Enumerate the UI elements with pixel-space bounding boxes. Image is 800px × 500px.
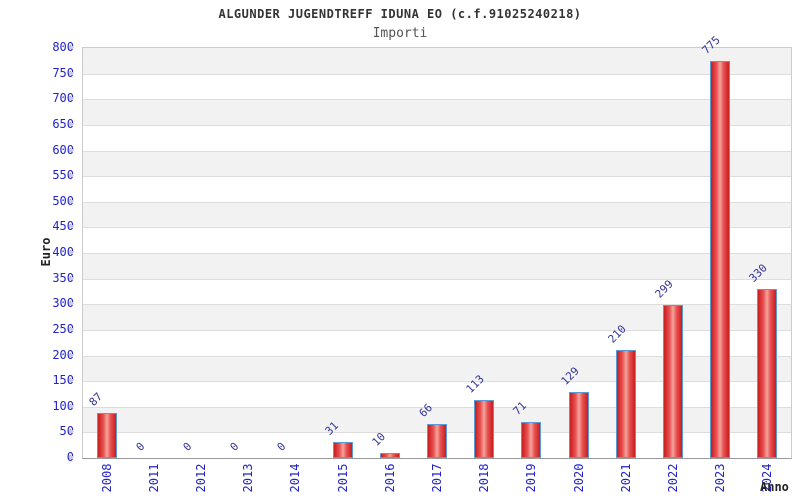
x-tick-label: 2023 bbox=[713, 463, 728, 493]
gridline bbox=[83, 304, 791, 306]
bar-2021 bbox=[615, 350, 636, 458]
plot-band bbox=[83, 176, 791, 202]
y-tick-mark bbox=[69, 122, 73, 126]
y-tick-label: 50 bbox=[59, 424, 74, 439]
y-tick-label: 250 bbox=[52, 321, 74, 336]
gridline bbox=[83, 355, 791, 357]
x-tick-label: 2017 bbox=[430, 463, 444, 493]
plot-band bbox=[83, 124, 791, 151]
gridline bbox=[83, 201, 791, 203]
y-tick-label: 100 bbox=[52, 398, 74, 413]
chart-subtitle: Importi bbox=[372, 26, 428, 41]
gridline bbox=[83, 176, 791, 178]
y-tick-label: 350 bbox=[52, 270, 74, 285]
plot-band bbox=[83, 329, 791, 356]
x-tick-label: 2013 bbox=[241, 463, 256, 493]
y-tick-mark bbox=[69, 379, 73, 383]
y-tick-label: 650 bbox=[52, 116, 74, 131]
plot-band bbox=[83, 355, 791, 382]
y-tick-label: 600 bbox=[52, 142, 74, 157]
plot-band bbox=[83, 201, 791, 228]
y-tick-mark bbox=[69, 251, 73, 254]
plot-band bbox=[83, 227, 791, 253]
x-tick-label: 2012 bbox=[194, 463, 208, 493]
plot-band bbox=[83, 304, 791, 330]
y-tick-mark bbox=[69, 302, 73, 306]
y-tick-label: 550 bbox=[52, 168, 74, 183]
y-tick-mark bbox=[69, 327, 73, 331]
gridline bbox=[83, 381, 791, 383]
y-axis-title: Euro bbox=[39, 237, 53, 267]
y-tick-label: 400 bbox=[52, 245, 74, 259]
gridline bbox=[83, 73, 791, 75]
gridline bbox=[83, 278, 791, 280]
bar-2023 bbox=[710, 60, 731, 458]
plot-band bbox=[83, 253, 791, 279]
x-tick-label: 2018 bbox=[477, 463, 492, 493]
bar-2019 bbox=[521, 421, 542, 458]
y-tick-label: 700 bbox=[52, 91, 74, 106]
y-tick-mark bbox=[69, 353, 73, 357]
x-tick-label: 2021 bbox=[618, 463, 633, 493]
y-tick-mark bbox=[69, 276, 73, 280]
bar-2008 bbox=[96, 413, 117, 458]
x-tick-label: 2022 bbox=[666, 463, 680, 493]
y-tick-label: 200 bbox=[52, 347, 74, 362]
x-tick-label: 2011 bbox=[146, 463, 161, 493]
plot-band bbox=[83, 73, 791, 100]
x-tick-label: 2016 bbox=[382, 463, 397, 493]
x-tick-label: 2014 bbox=[288, 463, 303, 493]
bar-2015 bbox=[332, 442, 353, 458]
x-axis-title: Anno bbox=[760, 480, 789, 494]
y-tick-mark bbox=[69, 97, 73, 101]
gridline bbox=[83, 227, 791, 229]
bar-2022 bbox=[663, 304, 683, 458]
x-tick-label: 2008 bbox=[99, 463, 114, 493]
y-tick-label: 300 bbox=[52, 296, 74, 311]
gridline bbox=[83, 99, 791, 101]
y-tick-mark bbox=[69, 456, 73, 459]
gridline bbox=[83, 253, 791, 254]
y-tick-mark bbox=[69, 199, 73, 203]
bar-2024 bbox=[757, 288, 778, 458]
y-tick-label: 150 bbox=[52, 373, 74, 388]
y-tick-mark bbox=[69, 46, 73, 49]
gridline bbox=[83, 406, 791, 408]
plot-band bbox=[83, 48, 791, 74]
plot-band bbox=[83, 381, 791, 407]
y-tick-mark bbox=[69, 148, 73, 152]
y-tick-label: 500 bbox=[52, 193, 74, 208]
x-tick-label: 2019 bbox=[524, 463, 539, 493]
plot-band bbox=[83, 278, 791, 305]
bar-2018 bbox=[474, 400, 495, 458]
y-tick-label: 450 bbox=[52, 219, 74, 234]
gridline bbox=[83, 329, 791, 331]
y-tick-label: 800 bbox=[52, 40, 74, 54]
y-tick-label: 750 bbox=[52, 65, 74, 80]
y-tick-mark bbox=[69, 404, 73, 408]
plot-band bbox=[83, 150, 791, 177]
y-tick-mark bbox=[69, 225, 73, 229]
y-tick-label: 0 bbox=[34, 451, 74, 463]
x-tick-label: 2015 bbox=[335, 463, 350, 493]
bar-2017 bbox=[427, 424, 447, 458]
x-tick-label: 2020 bbox=[571, 463, 586, 493]
gridline bbox=[83, 150, 791, 152]
bar-2016 bbox=[379, 452, 400, 458]
bar-2020 bbox=[568, 391, 589, 458]
chart-title: ALGUNDER JUGENDTREFF IDUNA EO (c.f.91025… bbox=[218, 7, 582, 21]
y-tick-mark bbox=[69, 71, 73, 75]
y-tick-mark bbox=[69, 174, 73, 178]
gridline bbox=[83, 124, 791, 126]
y-tick-mark bbox=[69, 430, 73, 434]
plot-band bbox=[83, 99, 791, 125]
plot-area: 87 0 0 0 0 31 10 66 113 71 129 210 299 775 330 bbox=[82, 33, 792, 459]
